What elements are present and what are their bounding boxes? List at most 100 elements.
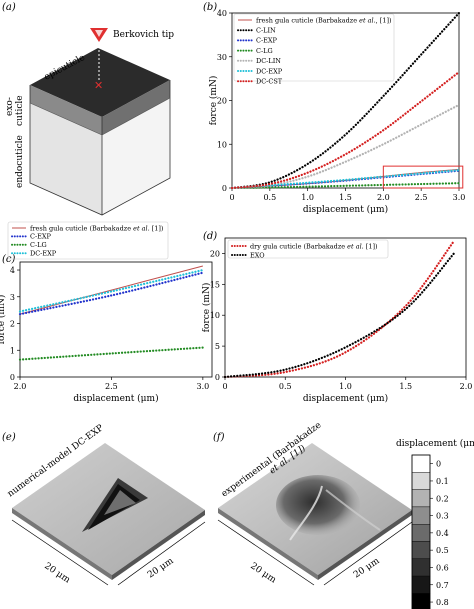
y-tick-label-c: 3 [10, 293, 15, 302]
dim-f-x: 20 μm [248, 561, 278, 586]
surface-e-front-right [112, 510, 205, 580]
colorbar-cells: 0 0.1 0.2 0.3 0.4 0.5 0.6 0.7 0.8 [411, 454, 449, 609]
series-line-c-dc-exp [18, 268, 204, 313]
colorbar-tick-label: 0.8 [436, 598, 449, 607]
x-tick-label-b: 0 [229, 193, 234, 202]
dim-e-x-line [11, 519, 109, 586]
indent-f-ridge [289, 485, 323, 541]
series-line-c-c-lg [18, 346, 204, 361]
series-line-c-c-exp [18, 271, 204, 316]
indent-f-ridge-2 [325, 489, 381, 531]
colorbar-tick-label: 0.4 [436, 529, 449, 538]
y-tick-label-d: 10 [210, 311, 220, 320]
y-tick-label-b: 0 [222, 184, 227, 193]
legend-label-c: C-EXP [30, 233, 52, 241]
legend-label-c: fresh gula cuticle (Barbakadze et al. [1… [30, 224, 164, 232]
y-tick-label-d: 5 [215, 342, 220, 351]
legend-frame-b [233, 13, 395, 82]
x-tick-label-c: 3.0 [196, 382, 209, 391]
chart-b: 0 0.5 1.0 1.5 2.0 2.5 3.0 0 10 20 30 40 displacement… [208, 9, 465, 215]
series-line-b-c-lin [230, 11, 461, 190]
y-tick-label-c: 2 [10, 320, 15, 329]
panel-a: (a) ✕ Berkovich tip epicuticle exo- cuti… [2, 2, 174, 216]
panel-b: (b) 0 0.5 1.0 1.5 2.0 2.5 3.0 0 10 20 30 40 displace… [203, 2, 465, 215]
indent-f-pit [276, 475, 360, 535]
legend-label-b: C-EXP [256, 37, 278, 45]
panel-b-label: (b) [203, 2, 217, 13]
legend-label-b: fresh gula cuticle (Barbakadze et al., [… [256, 16, 392, 24]
y-tick-label-b: 30 [217, 53, 227, 62]
legend-label-d: dry gula cuticle (Barbakadze et al. [1]) [250, 242, 378, 250]
legend-label-c: C-LG [30, 241, 47, 249]
legend-label-b: DC-LIN [256, 57, 281, 65]
indent-e-face [104, 490, 136, 515]
x-tick-label-d: 0 [222, 382, 227, 391]
colorbar-tick-label: 0.1 [436, 477, 449, 486]
series-line-d-dry-gula-cuticle-barbakadze [223, 239, 456, 379]
series-line-b-dc-exp [230, 168, 461, 190]
block-right-face-exo [102, 80, 170, 135]
y-tick-label-c: 4 [10, 266, 15, 275]
x-tick-label-b: 2.5 [415, 193, 428, 202]
legend-label-b: C-LIN [256, 27, 276, 35]
colorbar-tick-label: 0 [436, 460, 441, 469]
plot-frame-c [19, 261, 213, 378]
chart-d: 0 0.5 1.0 1.5 2.0 0 5 10 15 20 displacement (μm) fo… [201, 237, 473, 404]
legend-label-b: DC-EXP [256, 67, 283, 75]
x-tick-label-b: 1.5 [339, 193, 352, 202]
layer-label-cuticle: cuticle [15, 95, 25, 126]
panel-a-label: (a) [2, 2, 16, 13]
zoom-box [382, 165, 464, 189]
y-axis-label-d: force (mN) [201, 283, 212, 333]
x-axis-label-c: displacement (μm) [73, 393, 158, 404]
x-tick-label-b: 2.0 [377, 193, 390, 202]
y-axis-label-c: force (mN) [0, 295, 7, 345]
layer-label-exo: exo- [5, 97, 15, 116]
tip-cross-icon: ✕ [94, 79, 103, 92]
colorbar-cell [411, 472, 431, 490]
series-line-b-dc-lin [230, 103, 461, 190]
y-tick-label-b: 40 [217, 9, 227, 18]
x-tick-label-d: 0.5 [279, 382, 292, 391]
x-tick-label-d: 2.0 [460, 382, 473, 391]
panel-f: (f) experimental (Barbakadze et al. [1])… [213, 420, 413, 586]
y-tick-label-b: 10 [217, 140, 227, 149]
colorbar-cell [411, 575, 431, 594]
panel-d: (d) 0 0.5 1.0 1.5 2.0 0 5 10 15 20 displacement (μ… [201, 231, 472, 404]
colorbar-cell [411, 558, 431, 577]
x-tick-label-b: 3.0 [453, 193, 466, 202]
block-left-face-endo [30, 103, 102, 215]
dim-e-y: 20 μm [146, 556, 176, 581]
layer-label-endocuticle: endocuticle [15, 135, 25, 188]
colorbar-cell [411, 489, 431, 508]
colorbar-title: displacement (μm) [396, 438, 474, 449]
colorbar-tick-label: 0.5 [436, 546, 449, 555]
surface-f-front-right [318, 510, 412, 580]
series-line-c-fresh-gula-cuticle-barbakadze [19, 265, 203, 315]
colorbar-tick-label: 0.7 [436, 581, 449, 590]
x-tick-label-c: 2.0 [14, 382, 27, 391]
panel-c-label: (c) [2, 254, 16, 265]
y-tick-label-d: 15 [210, 280, 220, 289]
legend-label-b: C-LG [256, 47, 273, 55]
colorbar-tick-label: 0.6 [436, 563, 449, 572]
legend-label-d: EXO [250, 251, 265, 259]
y-tick-label-b: 20 [217, 97, 227, 106]
x-tick-label-d: 1.5 [399, 382, 412, 391]
legend-label-b: DC-CST [256, 78, 283, 86]
y-tick-label-d: 0 [215, 373, 220, 382]
surface-e-front-left [12, 508, 112, 580]
x-tick-label-d: 1.0 [339, 382, 352, 391]
series-line-b-dc-cst [230, 70, 461, 190]
block-top-face [30, 48, 170, 117]
dim-e-y-line [117, 521, 206, 586]
dim-f-y-line [323, 521, 413, 586]
x-tick-label-b: 1.0 [301, 193, 314, 202]
panel-f-label: (f) [213, 432, 225, 443]
surface-f-front-left [218, 508, 318, 580]
colorbar-tick-label: 0.2 [436, 494, 449, 503]
y-axis-label-b: force (mN) [208, 76, 219, 126]
panel-c: (c) 2.0 2.5 3.0 0 1 2 3 4 displacement (μm) force… [0, 221, 213, 404]
legend-frame-c [7, 221, 169, 260]
